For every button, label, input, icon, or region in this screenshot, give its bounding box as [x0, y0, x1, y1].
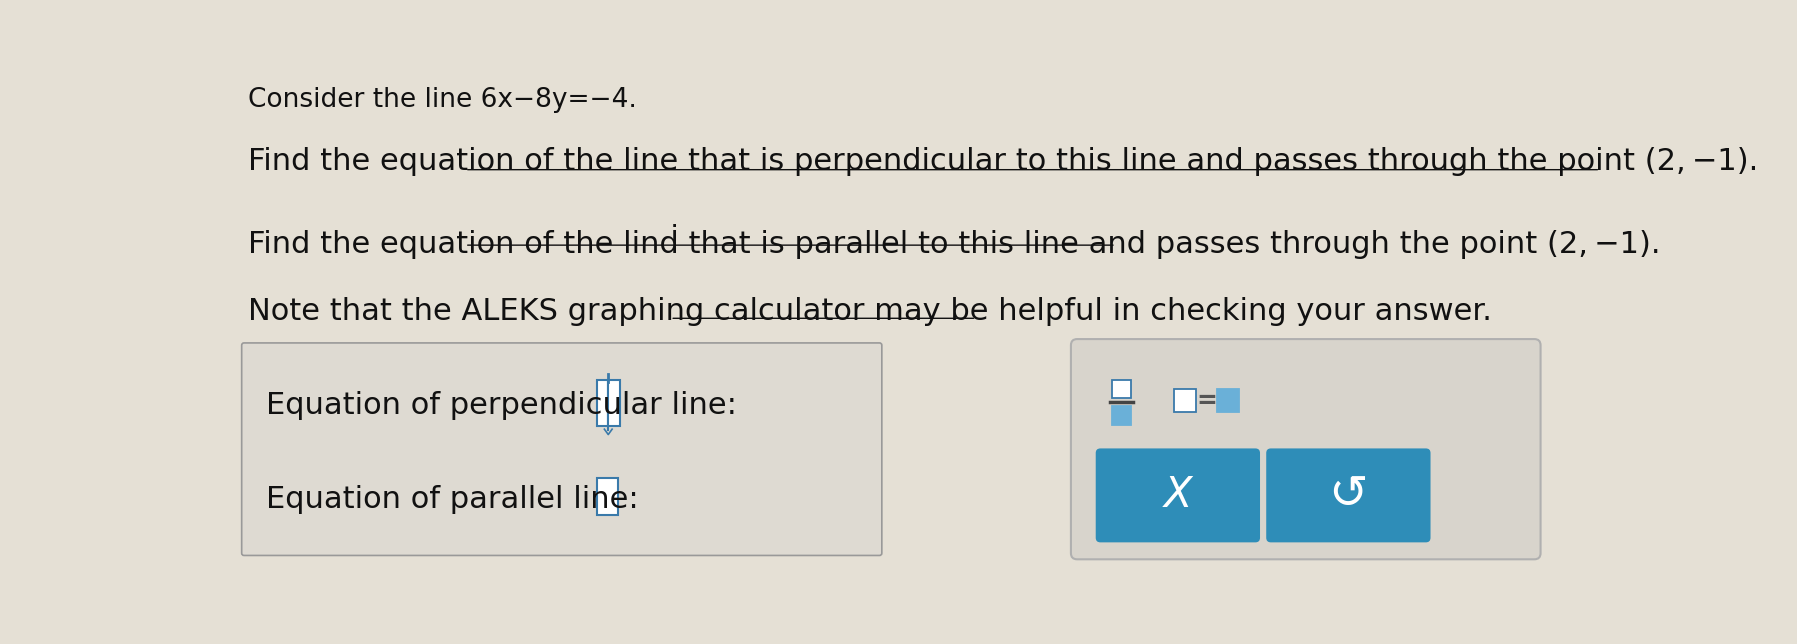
- FancyBboxPatch shape: [1071, 339, 1540, 559]
- Text: =: =: [1197, 389, 1217, 413]
- Text: Consider the line 6x−8y=−4.: Consider the line 6x−8y=−4.: [248, 86, 636, 113]
- Text: Equation of perpendicular line:: Equation of perpendicular line:: [266, 391, 737, 420]
- Bar: [1112, 406, 1130, 424]
- Bar: [597, 478, 618, 515]
- Text: Note that the ALEKS graphing calculator may be helpful in checking your answer.: Note that the ALEKS graphing calculator …: [248, 297, 1492, 326]
- Text: Find the equation of the linḋ that is parallel to this line and passes through t: Find the equation of the linḋ that is pa…: [248, 223, 1660, 259]
- Bar: [1173, 389, 1195, 412]
- Text: Find the equation of the line that is perpendicular to this line and passes thro: Find the equation of the line that is pe…: [248, 147, 1757, 176]
- FancyBboxPatch shape: [241, 343, 882, 555]
- Text: ↺: ↺: [1328, 473, 1368, 518]
- FancyBboxPatch shape: [1267, 448, 1430, 542]
- Bar: [1112, 380, 1130, 399]
- Bar: [607, 380, 620, 426]
- Bar: [597, 380, 607, 426]
- Bar: [1217, 389, 1240, 412]
- Text: X: X: [1164, 475, 1191, 516]
- Text: Equation of parallel line:: Equation of parallel line:: [266, 485, 638, 514]
- FancyBboxPatch shape: [1096, 448, 1260, 542]
